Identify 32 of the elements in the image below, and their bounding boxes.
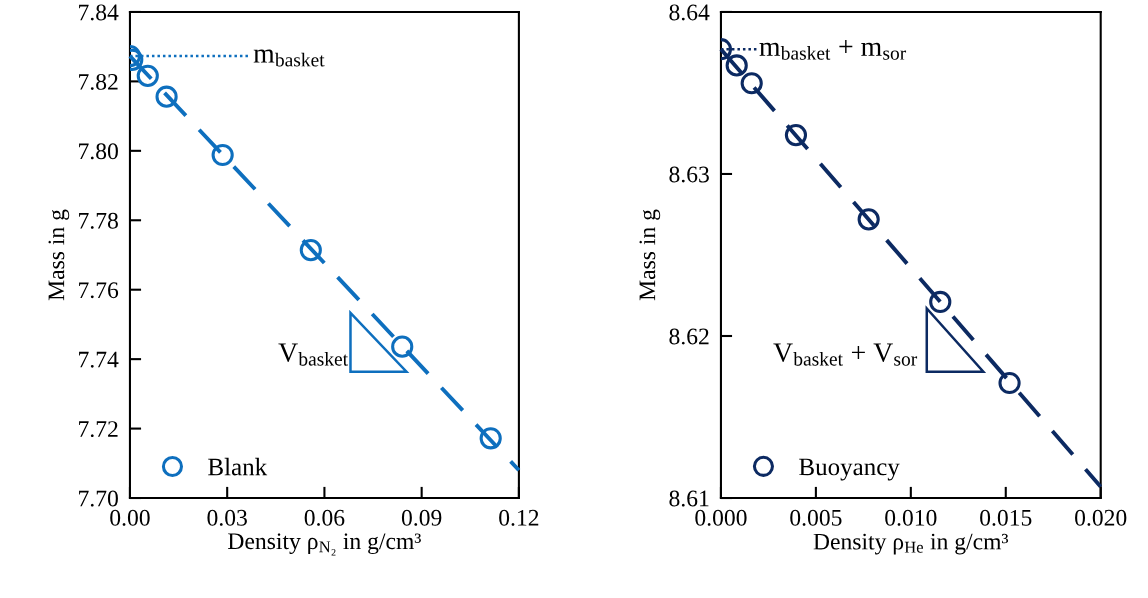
annotation: V$_{basket}$ + V$_{sor}$ bbox=[773, 343, 918, 366]
y-tick-label: 7.74 bbox=[79, 351, 119, 368]
x-tick-label: 0.010 bbox=[885, 509, 937, 526]
y-tick-label: 8.61 bbox=[669, 490, 709, 507]
x-tick-label: 0.000 bbox=[695, 509, 747, 526]
y-axis-title: Mass in g bbox=[639, 209, 661, 301]
x-tick-label: 0.12 bbox=[499, 509, 539, 526]
y-axis-title: Mass in g bbox=[48, 209, 70, 301]
y-tick-label: 7.70 bbox=[79, 490, 118, 507]
y-tick-label: 8.62 bbox=[669, 328, 709, 345]
legend-label: Blank bbox=[208, 457, 268, 476]
x-tick-label: 0.020 bbox=[1075, 509, 1127, 526]
y-tick-label: 7.78 bbox=[79, 212, 118, 229]
y-tick-label: 7.76 bbox=[79, 282, 119, 299]
x-tick-label: 0.09 bbox=[401, 509, 442, 526]
x-tick-label: 0.00 bbox=[110, 509, 150, 526]
annotation: m$_{basket}$ + m$_{sor}$ bbox=[759, 40, 907, 60]
y-tick-label: 7.82 bbox=[79, 73, 118, 90]
y-tick-label: 8.64 bbox=[669, 4, 710, 21]
x-tick-label: 0.005 bbox=[790, 509, 842, 526]
legend-label: Buoyancy bbox=[799, 458, 900, 481]
x-axis-title: Density ρ$_{N₂}$ in g/cm³ bbox=[228, 533, 421, 556]
x-axis-title: Density ρ$_{He}$ in g/cm³ bbox=[813, 533, 1009, 555]
y-tick-label: 7.72 bbox=[79, 421, 118, 438]
x-tick-label: 0.03 bbox=[207, 509, 247, 526]
annotation: V$_{basket}$ bbox=[278, 343, 348, 366]
x-tick-label: 0.06 bbox=[304, 509, 345, 526]
x-tick-label: 0.015 bbox=[980, 509, 1032, 526]
annotation: m$_{basket}$ bbox=[253, 49, 325, 67]
y-tick-label: 7.84 bbox=[79, 4, 119, 21]
y-tick-label: 7.80 bbox=[79, 143, 118, 160]
y-tick-label: 8.63 bbox=[669, 166, 709, 183]
